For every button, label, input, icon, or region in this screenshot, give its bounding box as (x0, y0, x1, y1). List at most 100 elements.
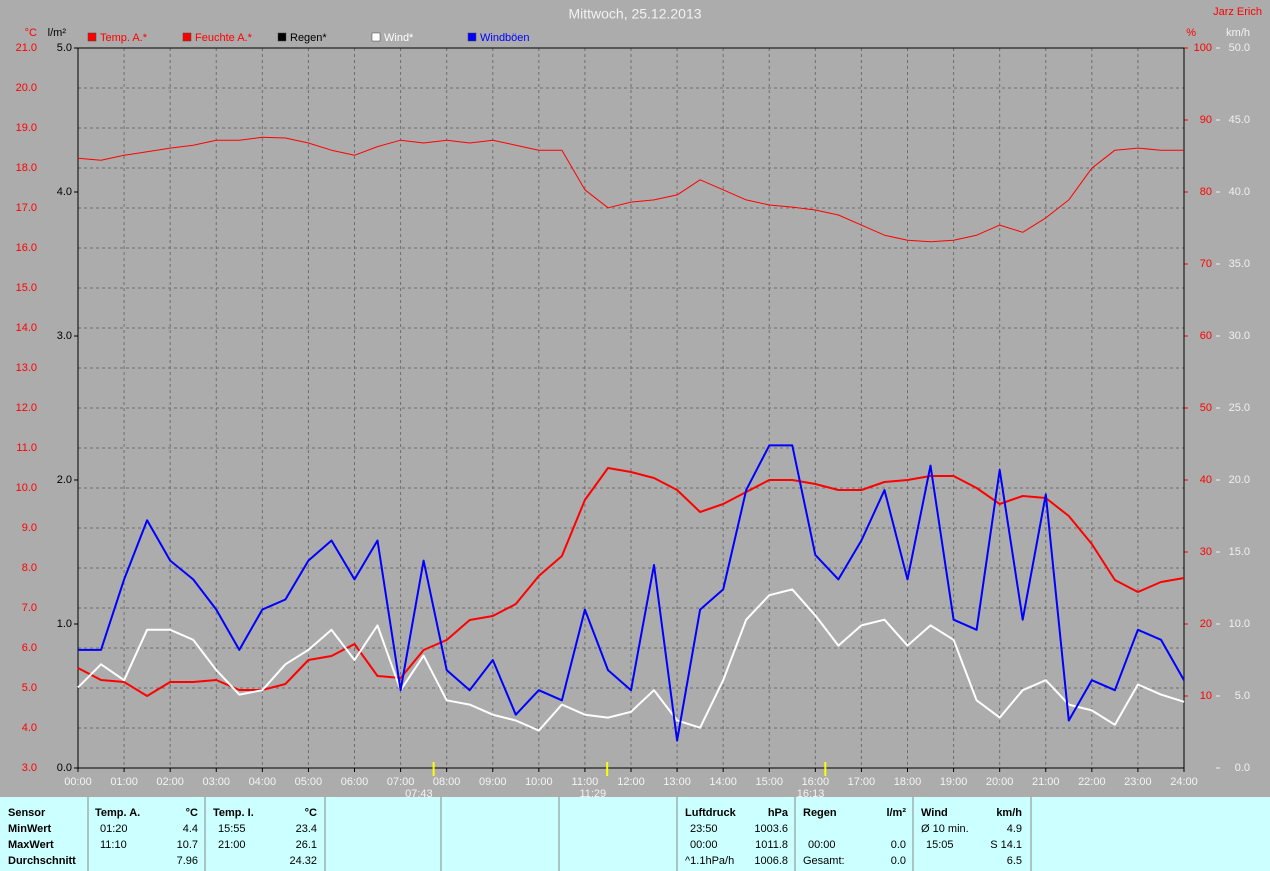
y3-tick-label: 45.0 (1229, 114, 1250, 126)
y-tick-label: 6.0 (22, 642, 37, 654)
cell: 26.1 (296, 839, 317, 851)
cell: 21:00 (218, 839, 246, 851)
y2-tick-label: 60 (1200, 330, 1212, 342)
x-tick-label: 11:00 (572, 776, 599, 788)
x-tick-label: 24:00 (1170, 776, 1198, 788)
author: Jarz Erich (1213, 6, 1262, 18)
label: Durchschnitt (8, 855, 76, 867)
y2-tick-label: 30 (1200, 546, 1212, 558)
cell: 11:10 (100, 839, 127, 851)
y3-unit: km/h (1226, 27, 1250, 39)
unit: °C (186, 807, 198, 819)
cell: 7.96 (177, 855, 198, 867)
y3-tick-label: 40.0 (1229, 186, 1250, 198)
y-tick-label: 12.0 (16, 402, 37, 414)
y3-tick-label: 35.0 (1229, 258, 1250, 270)
x-tick-label: 00:00 (64, 776, 92, 788)
x-tick-label: 16:00 (802, 776, 830, 788)
series-line (78, 444, 1185, 742)
x-tick-label: 07:00 (387, 776, 415, 788)
label: MinWert (8, 823, 52, 835)
y3-tick-label: 10.0 (1229, 618, 1250, 630)
legend-label: Feuchte A.* (195, 32, 253, 44)
x-tick-label: 17:00 (848, 776, 876, 788)
legend-label: Windböen (480, 32, 530, 44)
legend-swatch (87, 32, 97, 42)
y-tick-label: 10.0 (16, 482, 37, 494)
y2-tick-label: 10 (1200, 690, 1212, 702)
panel-bg (0, 797, 1270, 871)
x-tick-label: 10:00 (525, 776, 553, 788)
cell: 0.0 (891, 839, 906, 851)
x-tick-label: 22:00 (1078, 776, 1106, 788)
y-tick-label: 14.0 (16, 322, 37, 334)
legend-swatch (182, 32, 192, 42)
x-tick-label: 15:00 (755, 776, 783, 788)
y2-tick-label: 70 (1200, 258, 1212, 270)
y2-tick-label: 100 (1194, 42, 1212, 54)
y2-tick-label: 90 (1200, 114, 1212, 126)
cell: 1003.6 (754, 823, 788, 835)
rain-tick-label: 4.0 (57, 186, 72, 198)
y3-tick-label: 25.0 (1229, 402, 1250, 414)
cell: 10.7 (177, 839, 198, 851)
marker-label: 16:13 (797, 788, 825, 800)
rain-tick-label: 2.0 (57, 474, 72, 486)
rain-tick-label: 3.0 (57, 330, 72, 342)
y3-tick-label: 30.0 (1229, 330, 1250, 342)
header: Wind (921, 807, 948, 819)
cell: 23.4 (296, 823, 317, 835)
unit: l/m² (886, 807, 906, 819)
cell: 01:20 (100, 823, 128, 835)
x-tick-label: 05:00 (295, 776, 323, 788)
cell: S 14.1 (990, 839, 1022, 851)
cell: 1011.8 (755, 839, 788, 851)
x-tick-label: 18:00 (894, 776, 922, 788)
y3-tick-label: 15.0 (1229, 546, 1250, 558)
x-tick-label: 09:00 (479, 776, 507, 788)
y2-tick-label: 40 (1200, 474, 1212, 486)
legend-label: Temp. A.* (100, 32, 148, 44)
y2-tick-label: 20 (1200, 618, 1212, 630)
cell: 6.5 (1007, 855, 1022, 867)
x-tick-label: 08:00 (433, 776, 461, 788)
y-unit: °C (25, 27, 37, 39)
cell: ^1.1hPa/h (685, 855, 734, 867)
y3-tick-label: 20.0 (1229, 474, 1250, 486)
y-tick-label: 7.0 (22, 602, 37, 614)
label: MaxWert (8, 839, 54, 851)
legend-swatch (277, 32, 287, 42)
y3-tick-label: 5.0 (1235, 690, 1250, 702)
x-tick-label: 19:00 (940, 776, 968, 788)
rain-tick-label: 1.0 (57, 618, 72, 630)
chart-title: Mittwoch, 25.12.2013 (568, 6, 701, 22)
y-tick-label: 17.0 (16, 202, 37, 214)
header: Temp. A. (95, 807, 140, 819)
y-tick-label: 18.0 (16, 162, 37, 174)
cell: 24.32 (289, 855, 317, 867)
cell: 15:55 (218, 823, 246, 835)
marker-label: 11:29 (579, 788, 606, 800)
unit: km/h (996, 807, 1022, 819)
cell: Gesamt: (803, 855, 845, 867)
y-tick-label: 15.0 (16, 282, 37, 294)
x-tick-label: 14:00 (709, 776, 737, 788)
rain-unit: l/m² (48, 27, 67, 39)
y-tick-label: 20.0 (16, 82, 37, 94)
cell: 1006.8 (754, 855, 788, 867)
y2-tick-label: 50 (1200, 402, 1212, 414)
y3-tick-label: 0.0 (1235, 762, 1250, 774)
x-tick-label: 01:00 (110, 776, 138, 788)
header: Regen (803, 807, 837, 819)
cell: 15:05 (926, 839, 954, 851)
plot-frame (77, 47, 1185, 769)
series-line (77, 136, 1184, 243)
y-tick-label: 5.0 (22, 682, 37, 694)
x-tick-label: 23:00 (1124, 776, 1152, 788)
y-tick-label: 16.0 (16, 242, 37, 254)
stats-panel: Sensor MinWert MaxWert Durchschnitt Temp… (0, 797, 1270, 871)
rain-tick-label: 0.0 (57, 762, 72, 774)
legend-swatch (467, 32, 477, 42)
cell: 00:00 (808, 839, 836, 851)
x-tick-label: 02:00 (156, 776, 184, 788)
